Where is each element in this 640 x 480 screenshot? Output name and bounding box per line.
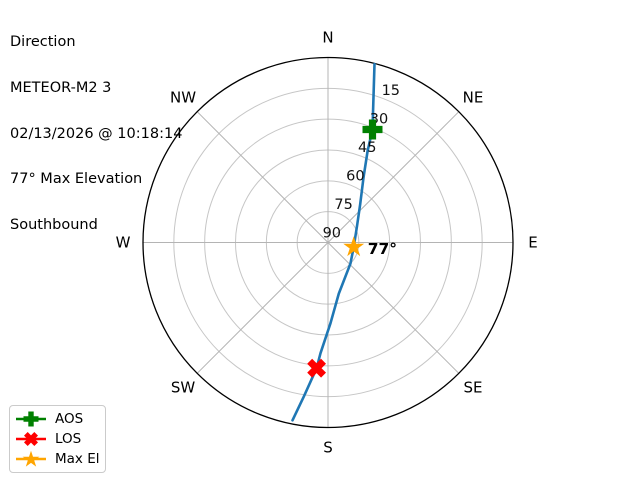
legend-sample-max_el <box>22 450 40 467</box>
max-el-annotation: 77° <box>368 240 397 258</box>
legend-sample-aos <box>23 411 39 427</box>
legend-label-maxel: Max El <box>55 451 100 467</box>
elevation-tick-label-90: 90 <box>323 225 341 241</box>
satellite-name: METEOR-M2 3 <box>10 80 112 96</box>
legend-label-los: LOS <box>55 431 82 447</box>
compass-label-w: W <box>116 234 131 252</box>
aos-marker <box>362 119 383 140</box>
legend-label-aos: AOS <box>55 411 84 427</box>
compass-spoke-ne <box>327 111 460 243</box>
compass-label-nw: NW <box>170 89 196 107</box>
max-elevation-label: 77° Max Elevation <box>10 171 143 188</box>
star-marker-icon <box>16 450 46 467</box>
plot-title: Direction <box>10 34 76 51</box>
pass-timestamp: 02/13/2026 @ 10:18:14 <box>10 125 183 142</box>
compass-spoke-se <box>327 242 460 374</box>
legend-item-maxel: Max El <box>14 449 105 469</box>
legend: AOS LOS Max El <box>9 405 106 473</box>
elevation-tick-label-60: 60 <box>346 168 364 184</box>
max-el-marker <box>343 236 365 257</box>
compass-label-e: E <box>528 234 537 252</box>
elevation-tick-label-15: 15 <box>382 83 400 99</box>
legend-item-los: LOS <box>14 429 105 449</box>
pass-info: Direction METEOR-M2 3 02/13/2026 @ 10:18… <box>10 5 182 248</box>
legend-item-aos: AOS <box>14 409 105 429</box>
x-marker-icon <box>16 431 46 447</box>
plus-marker-icon <box>16 411 46 427</box>
horizon-circle <box>142 56 514 429</box>
compass-spoke-sw <box>196 242 329 374</box>
compass-label-ne: NE <box>463 89 484 107</box>
compass-label-s: S <box>323 439 333 457</box>
elevation-tick-label-75: 75 <box>334 197 352 213</box>
compass-spoke-nw <box>196 111 329 243</box>
compass-label-se: SE <box>464 379 483 397</box>
los-marker <box>307 358 327 378</box>
legend-sample-los <box>23 431 39 447</box>
compass-label-n: N <box>322 29 333 47</box>
compass-label-sw: SW <box>171 379 196 397</box>
elevation-tick-label-45: 45 <box>358 140 376 156</box>
pass-direction: Southbound <box>10 216 98 233</box>
